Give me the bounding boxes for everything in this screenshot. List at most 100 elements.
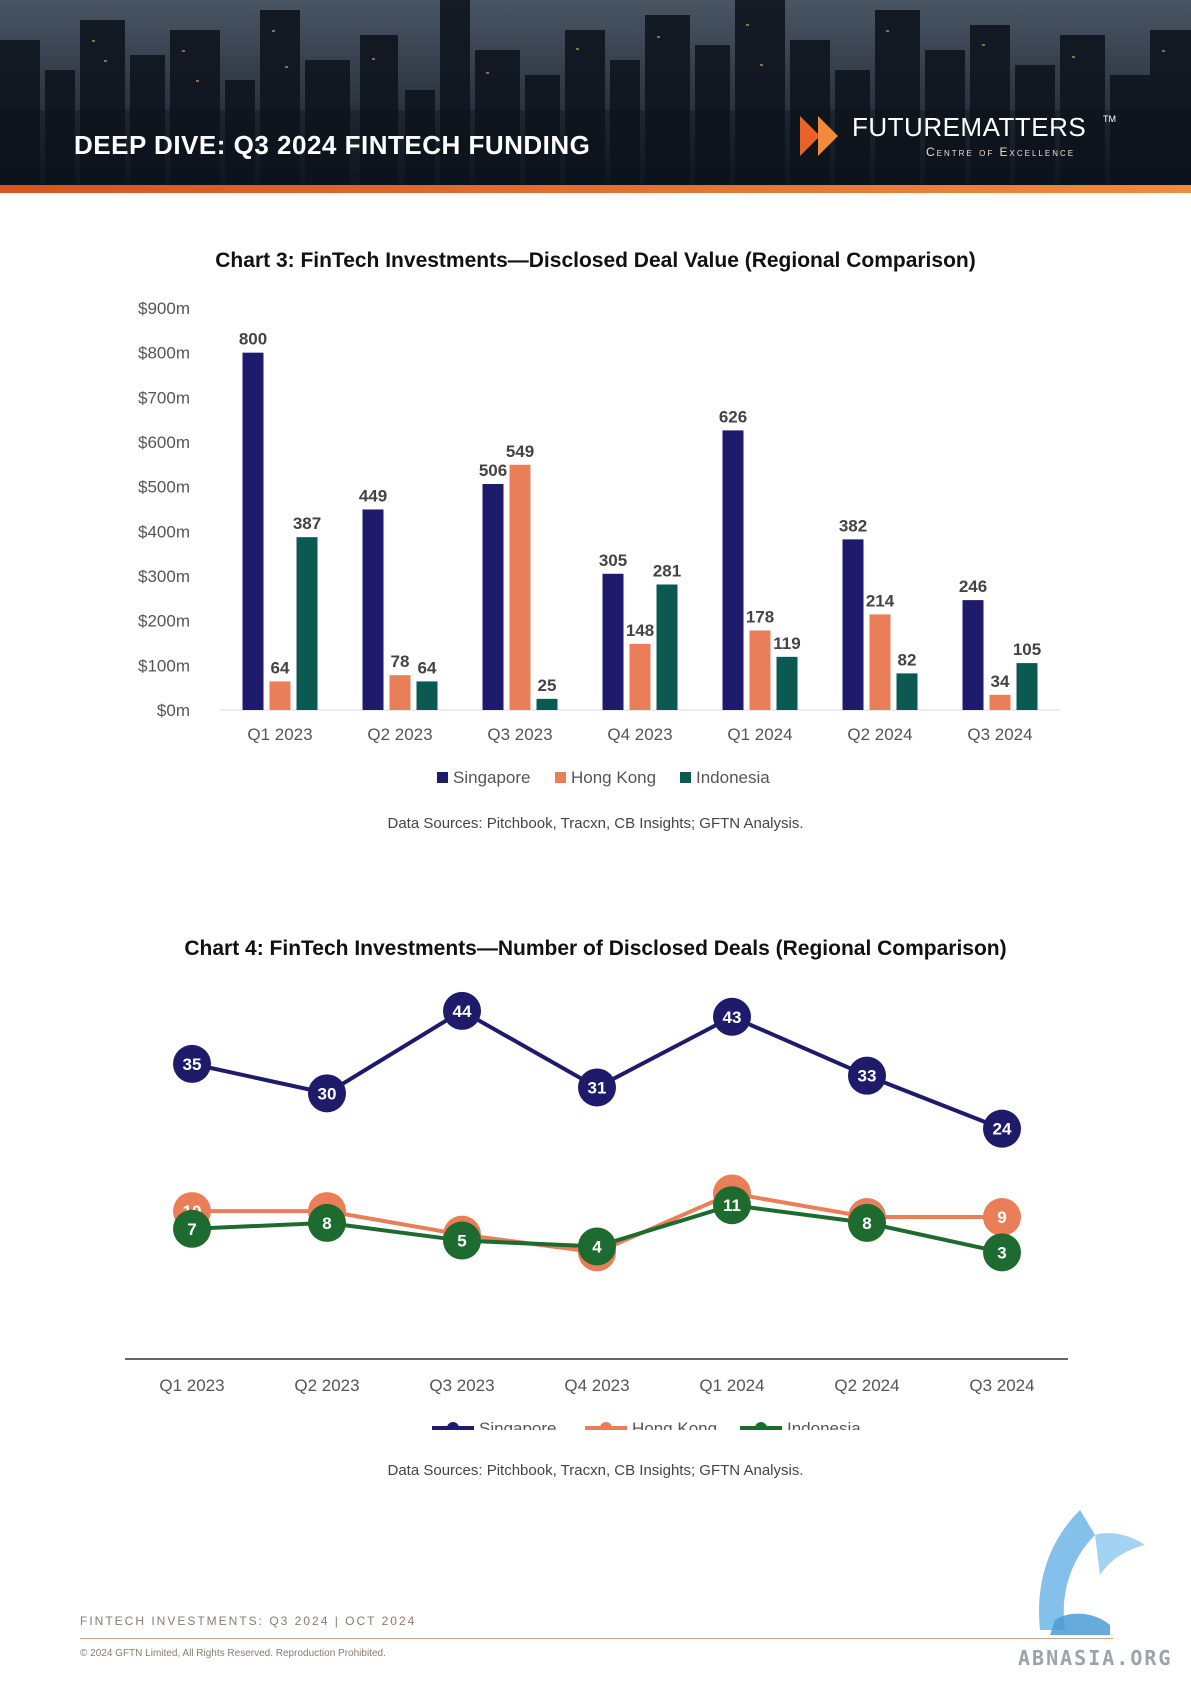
legend-marker bbox=[755, 1422, 767, 1430]
x-tick-label: Q4 2023 bbox=[607, 725, 672, 744]
data-point-marker bbox=[713, 997, 751, 1036]
x-tick-label: Q1 2023 bbox=[247, 725, 312, 744]
header-accent-bar bbox=[0, 185, 1191, 193]
bar-data-label: 506 bbox=[479, 461, 507, 480]
footer-copyright: © 2024 GFTN Limited, All Rights Reserved… bbox=[80, 1648, 386, 1659]
data-point-marker bbox=[173, 1044, 211, 1083]
x-tick-label: Q1 2024 bbox=[699, 1376, 764, 1395]
data-point-label: 33 bbox=[858, 1067, 877, 1086]
y-tick-label: $500m bbox=[138, 478, 190, 497]
x-tick-label: Q2 2023 bbox=[367, 725, 432, 744]
bar bbox=[296, 537, 318, 710]
bar-data-label: 148 bbox=[626, 621, 654, 640]
x-tick-label: Q2 2024 bbox=[834, 1376, 899, 1395]
chart3-source: Data Sources: Pitchbook, Tracxn, CB Insi… bbox=[387, 815, 804, 832]
y-tick-label: $100m bbox=[138, 656, 190, 675]
legend-swatch bbox=[555, 772, 566, 783]
data-point-label: 31 bbox=[588, 1078, 607, 1097]
legend-swatch bbox=[437, 772, 448, 783]
chart4-line-chart: Q1 2023 Q2 2023 Q3 2023 Q4 2023 Q1 2024 Q2 20… bbox=[125, 991, 1068, 1430]
watermark-text: ABNASIA.ORG bbox=[1018, 1646, 1173, 1670]
data-point-label: 8 bbox=[862, 1214, 871, 1233]
bar bbox=[269, 681, 291, 710]
y-tick-label: $600m bbox=[138, 433, 190, 452]
bar-data-label: 214 bbox=[866, 591, 895, 610]
x-tick-label: Q1 2024 bbox=[727, 725, 792, 744]
legend-swatch bbox=[680, 772, 691, 783]
bar bbox=[509, 464, 531, 710]
data-point-label: 44 bbox=[453, 1002, 472, 1021]
bar-data-label: 305 bbox=[599, 551, 627, 570]
y-tick-label: $400m bbox=[138, 522, 190, 541]
x-tick-label: Q1 2023 bbox=[159, 1376, 224, 1395]
double-arrow-icon bbox=[800, 116, 838, 156]
bar bbox=[362, 509, 384, 710]
data-point-marker bbox=[308, 1203, 346, 1242]
data-point-label: 11 bbox=[723, 1196, 741, 1215]
legend-label: Singapore bbox=[479, 1419, 557, 1430]
bar bbox=[896, 673, 918, 710]
bar-data-label: 281 bbox=[653, 561, 681, 580]
data-point-marker bbox=[983, 1198, 1021, 1236]
data-point-label: 43 bbox=[723, 1008, 742, 1027]
bar-data-label: 64 bbox=[271, 658, 290, 677]
bar bbox=[482, 483, 504, 710]
bar bbox=[962, 600, 984, 710]
bar bbox=[869, 614, 891, 710]
x-tick-label: Q2 2024 bbox=[847, 725, 912, 744]
bar-data-label: 800 bbox=[239, 330, 267, 349]
y-tick-label: $0m bbox=[157, 701, 190, 720]
x-tick-label: Q3 2024 bbox=[969, 1376, 1034, 1395]
bar-data-label: 549 bbox=[506, 442, 534, 461]
data-point-label: 30 bbox=[318, 1084, 337, 1103]
data-point-marker bbox=[848, 1203, 886, 1242]
bar bbox=[656, 584, 678, 710]
data-point-marker bbox=[983, 1109, 1021, 1148]
data-point-label: 4 bbox=[592, 1237, 602, 1256]
data-point-marker bbox=[173, 1209, 211, 1248]
bar-data-label: 34 bbox=[991, 672, 1010, 691]
data-point-marker bbox=[308, 1074, 346, 1113]
data-point-label: 3 bbox=[997, 1243, 1006, 1262]
chart4-title: Chart 4: FinTech Investments—Number of D… bbox=[184, 937, 1007, 960]
legend-marker bbox=[447, 1422, 459, 1430]
bar bbox=[1016, 663, 1038, 710]
data-point-label: 5 bbox=[457, 1232, 466, 1251]
bar bbox=[416, 681, 438, 710]
watermark-logo-icon bbox=[1039, 1510, 1145, 1635]
x-tick-label: Q3 2023 bbox=[487, 725, 552, 744]
bar bbox=[989, 694, 1011, 710]
bar bbox=[722, 430, 744, 710]
bar bbox=[602, 573, 624, 710]
data-point-label: 8 bbox=[322, 1214, 331, 1233]
legend-label: Hong Kong bbox=[632, 1419, 717, 1430]
data-point-label: 9 bbox=[997, 1208, 1006, 1227]
bar-data-label: 449 bbox=[359, 486, 387, 505]
bar-data-label: 78 bbox=[391, 652, 410, 671]
y-tick-label: $900m bbox=[138, 299, 190, 318]
bar-data-label: 387 bbox=[293, 514, 321, 533]
bar bbox=[629, 643, 651, 710]
chart3-title: Chart 3: FinTech Investments—Disclosed D… bbox=[215, 249, 976, 272]
data-point-marker bbox=[443, 991, 481, 1030]
x-tick-label: Q4 2023 bbox=[564, 1376, 629, 1395]
bar-data-label: 25 bbox=[538, 676, 557, 695]
y-tick-label: $700m bbox=[138, 388, 190, 407]
data-point-label: 35 bbox=[183, 1055, 202, 1074]
data-point-marker bbox=[713, 1186, 751, 1225]
bar bbox=[842, 539, 864, 710]
y-tick-label: $800m bbox=[138, 344, 190, 363]
legend-label: Indonesia bbox=[696, 768, 770, 787]
brand-name: FUTUREMATTERS bbox=[852, 112, 1087, 142]
legend-label: Singapore bbox=[453, 768, 531, 787]
x-tick-label: Q3 2023 bbox=[429, 1376, 494, 1395]
legend-label: Indonesia bbox=[787, 1419, 861, 1430]
data-point-marker bbox=[848, 1056, 886, 1095]
data-point-marker bbox=[578, 1068, 616, 1107]
x-tick-label: Q3 2024 bbox=[967, 725, 1032, 744]
bar bbox=[749, 630, 771, 710]
bar-data-label: 246 bbox=[959, 577, 987, 596]
y-tick-label: $200m bbox=[138, 612, 190, 631]
data-point-marker bbox=[578, 1227, 616, 1266]
footer-divider bbox=[80, 1638, 1113, 1639]
